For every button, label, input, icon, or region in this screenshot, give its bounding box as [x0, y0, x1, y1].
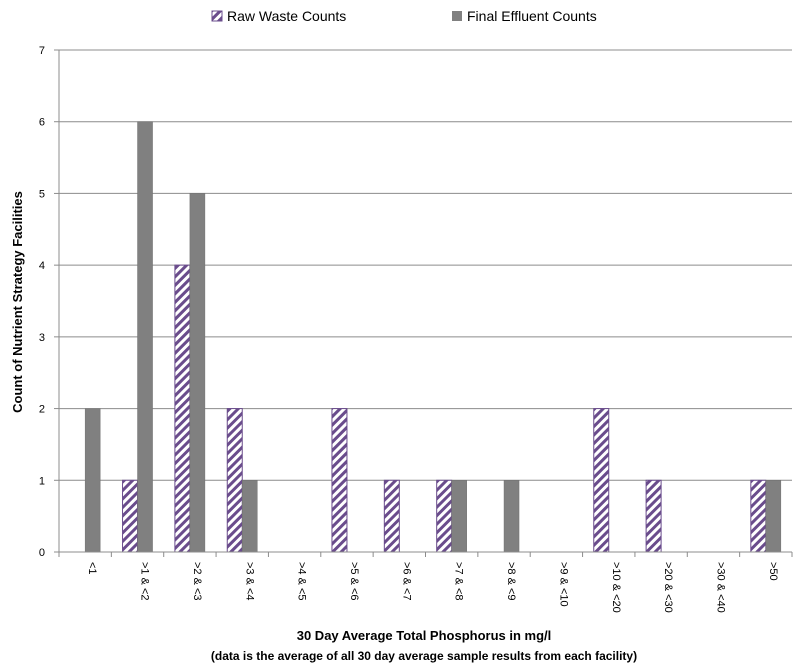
x-tick-label: >1 & <2 — [139, 562, 151, 601]
x-tick-labels: <1 >1 & <2 >2 & <3 >3 & <4 >4 & <5 >5 & <6 >6 … — [58, 552, 793, 613]
y-tick-label: 0 — [39, 547, 45, 559]
y-tick-label: 2 — [39, 404, 45, 416]
y-tick-label: 3 — [39, 332, 45, 344]
x-tick-label: >9 & <10 — [557, 562, 569, 607]
legend-swatch-final-effluent — [452, 11, 462, 21]
x-tick-label: >30 & <40 — [714, 562, 726, 613]
y-tick-labels: 0 1 2 3 4 5 6 7 — [39, 45, 59, 559]
x-tick-label: >20 & <30 — [662, 562, 674, 613]
bar-raw-waste — [383, 479, 400, 553]
x-tick-label: >6 & <7 — [400, 562, 412, 601]
bar-final-effluent — [242, 480, 258, 553]
legend: Raw Waste Counts Final Effluent Counts — [211, 8, 597, 24]
y-tick-label: 5 — [39, 188, 45, 200]
bar-final-effluent — [765, 480, 782, 553]
x-tick-label: >7 & <8 — [453, 562, 465, 601]
bar-final-effluent — [137, 121, 153, 553]
legend-item-raw-waste: Raw Waste Counts — [211, 8, 346, 24]
x-axis-title: 30 Day Average Total Phosphorus in mg/l — [297, 628, 552, 643]
legend-swatch-raw-waste — [211, 10, 223, 22]
bar-raw-waste — [331, 408, 348, 553]
bar-raw-waste — [645, 479, 662, 553]
bar-final-effluent — [451, 480, 467, 553]
x-tick-label: >5 & <6 — [348, 562, 360, 601]
y-axis-title: Count of Nutrient Strategy Facilities — [10, 191, 25, 413]
legend-item-final-effluent: Final Effluent Counts — [452, 8, 597, 24]
bar-raw-waste — [436, 479, 453, 553]
x-tick-label: >50 — [767, 562, 779, 581]
bar-final-effluent — [503, 480, 520, 553]
bar-raw-waste — [174, 264, 191, 553]
x-tick-label: >10 & <20 — [610, 562, 622, 613]
gridlines — [59, 49, 792, 481]
x-tick-label: >2 & <3 — [191, 562, 203, 601]
bar-raw-waste — [750, 479, 767, 553]
y-tick-label: 7 — [39, 45, 45, 57]
y-tick-label: 4 — [39, 260, 45, 272]
y-tick-label: 6 — [39, 117, 45, 129]
x-tick-label: >8 & <9 — [505, 562, 517, 601]
bar-raw-waste — [593, 408, 610, 553]
bar-raw-waste — [226, 408, 243, 553]
bar-final-effluent — [84, 408, 101, 553]
bars — [84, 121, 782, 553]
x-tick-label: >4 & <5 — [296, 562, 308, 601]
bar-final-effluent — [189, 193, 206, 553]
x-tick-label: >3 & <4 — [243, 562, 255, 601]
x-axis-note: (data is the average of all 30 day avera… — [211, 649, 637, 663]
y-tick-label: 1 — [39, 475, 45, 487]
x-tick-label: <1 — [86, 562, 98, 575]
axes — [58, 50, 792, 553]
bar-raw-waste — [122, 479, 139, 553]
legend-label-final-effluent: Final Effluent Counts — [467, 8, 597, 24]
legend-label-raw-waste: Raw Waste Counts — [227, 8, 346, 24]
